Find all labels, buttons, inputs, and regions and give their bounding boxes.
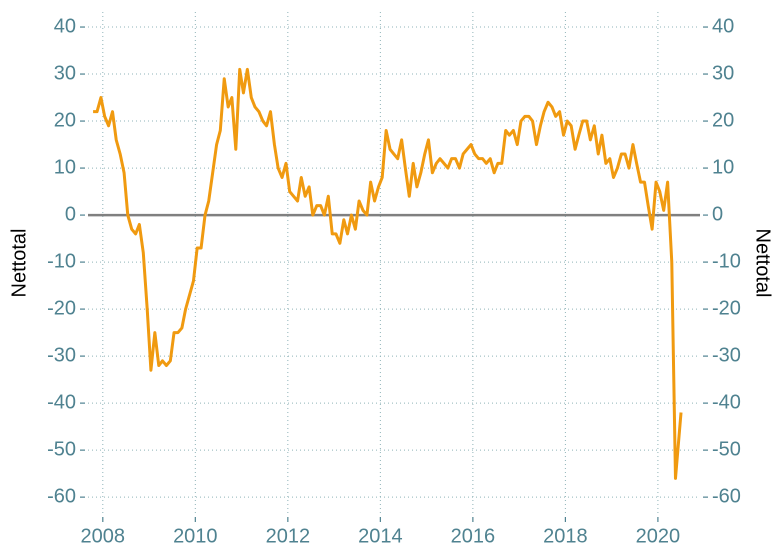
x-tick-label: 2014 <box>358 525 403 547</box>
y2-tick-label: 0 <box>712 203 723 225</box>
y2-tick-label: -50 <box>712 438 741 460</box>
y-tick-label: 40 <box>54 15 76 37</box>
y-tick-label: 0 <box>65 203 76 225</box>
x-tick-label: 2018 <box>543 525 588 547</box>
y-tick-label: -40 <box>47 391 76 413</box>
y2-tick-label: 20 <box>712 109 734 131</box>
y2-tick-label: -40 <box>712 391 741 413</box>
x-tick-label: 2012 <box>266 525 311 547</box>
y2-axis-title: Nettotal <box>752 229 774 298</box>
y2-tick-label: -60 <box>712 485 741 507</box>
y-tick-label: -20 <box>47 297 76 319</box>
y2-tick-label: 30 <box>712 62 734 84</box>
x-tick-label: 2016 <box>451 525 496 547</box>
y2-tick-label: -20 <box>712 297 741 319</box>
y-tick-label: -10 <box>47 250 76 272</box>
y2-tick-label: 10 <box>712 156 734 178</box>
y-tick-label: 10 <box>54 156 76 178</box>
y-tick-label: 30 <box>54 62 76 84</box>
data-line <box>93 67 683 480</box>
y2-tick-label: -30 <box>712 344 741 366</box>
x-tick-label: 2010 <box>173 525 218 547</box>
y2-tick-label: 40 <box>712 15 734 37</box>
x-tick-label: 2020 <box>636 525 681 547</box>
y-axis-title: Nettotal <box>8 229 30 298</box>
y-tick-label: -60 <box>47 485 76 507</box>
y2-tick-label: -10 <box>712 250 741 272</box>
y-tick-label: 20 <box>54 109 76 131</box>
x-tick-label: 2008 <box>81 525 126 547</box>
y-tick-label: -30 <box>47 344 76 366</box>
y-tick-label: -50 <box>47 438 76 460</box>
